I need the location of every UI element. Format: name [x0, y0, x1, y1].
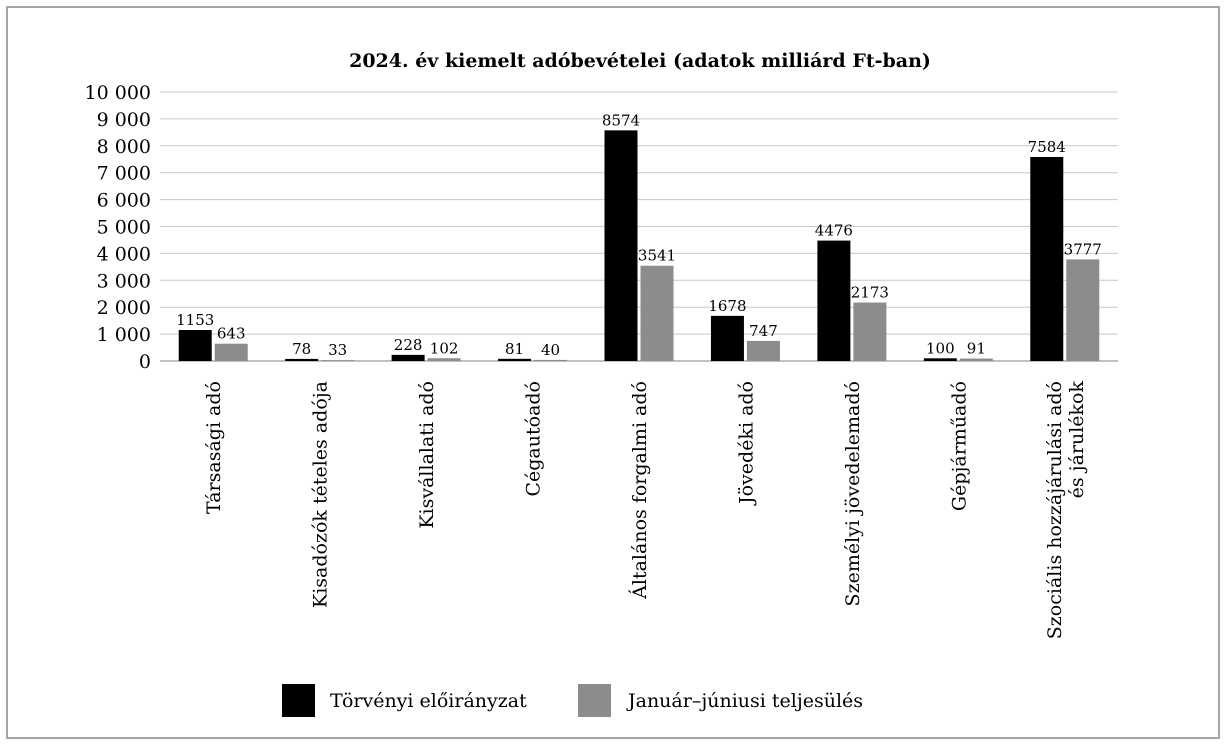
x-tick-label-line: Gépjárműadó [948, 381, 970, 511]
data-label: 78 [292, 340, 311, 358]
data-label: 91 [967, 340, 986, 358]
bar-teljesules [534, 359, 568, 361]
bar-torvenyi [1030, 156, 1064, 361]
bar-teljesules [321, 360, 355, 361]
bar-torvenyi [178, 329, 212, 361]
x-tick-label: Cégautóadó [523, 381, 545, 497]
data-label: 40 [541, 341, 560, 359]
bar-torvenyi [817, 240, 851, 361]
bar-torvenyi [391, 354, 425, 361]
x-tick-label: Kisvállalati adó [416, 381, 438, 529]
data-label: 102 [430, 339, 459, 357]
x-tick-label-line: Kisadózók tételes adója [310, 381, 332, 608]
bar-teljesules [853, 302, 887, 361]
data-label: 643 [217, 325, 246, 343]
x-tick-label: Általános forgalmi adó [628, 381, 651, 600]
x-tick-label: Személyi jövedelemadó [842, 381, 864, 606]
legend-label: Törvényi előirányzat [330, 690, 527, 712]
data-label: 228 [394, 336, 423, 354]
y-tick-label: 8 000 [97, 136, 151, 158]
data-label: 1678 [708, 297, 746, 315]
y-tick-label: 5 000 [97, 217, 151, 239]
data-label: 747 [749, 322, 778, 340]
data-label: 7584 [1028, 138, 1066, 156]
data-label: 1153 [176, 311, 214, 329]
legend-swatch [282, 684, 315, 717]
y-tick-label: 7 000 [97, 163, 151, 185]
x-tick-label-line: Általános forgalmi adó [628, 381, 651, 600]
bar-torvenyi [604, 130, 638, 361]
bar-teljesules [1066, 259, 1100, 361]
bar-teljesules [427, 358, 461, 361]
y-tick-label: 9 000 [97, 109, 151, 131]
y-tick-label: 1 000 [97, 324, 151, 346]
legend: Törvényi előirányzat Január–júniusi telje… [282, 684, 863, 717]
y-tick-label: 4 000 [97, 243, 151, 265]
x-tick-label: Szociális hozzájárulási adó és járulékok [1044, 381, 1088, 640]
chart-title: 2024. év kiemelt adóbevételei (adatok mi… [349, 50, 931, 72]
data-label: 8574 [602, 111, 640, 129]
x-tick-label-line: Jövedéki adó [735, 381, 757, 506]
y-tick-label: 2 000 [97, 297, 151, 319]
y-axis: 0 1 000 2 000 3 000 4 000 5 000 6 000 7 000 8 00… [85, 82, 151, 373]
gridlines [160, 91, 1118, 362]
legend-label: Január–júniusi teljesülés [626, 690, 863, 712]
x-tick-label-line: Kisvállalati adó [416, 381, 438, 529]
x-tick-label: Jövedéki adó [735, 381, 757, 506]
data-label: 33 [328, 341, 347, 359]
x-tick-label: Társasági adó [203, 381, 225, 514]
bar-torvenyi [710, 315, 744, 361]
x-tick-label: Gépjárműadó [948, 381, 970, 511]
x-tick-label-line: Személyi jövedelemadó [842, 381, 864, 606]
data-label: 3541 [638, 247, 676, 265]
bar-torvenyi [923, 358, 957, 361]
bar-teljesules [640, 265, 674, 361]
y-tick-label: 0 [139, 351, 151, 373]
x-tick-label: Kisadózók tételes adója [310, 381, 332, 608]
data-label: 4476 [815, 222, 853, 240]
x-tick-label-line: Társasági adó [203, 381, 225, 514]
x-axis: Társasági adó Kisadózók tételes adója Kisv… [203, 381, 1088, 640]
x-tick-label-line: Cégautóadó [523, 381, 545, 497]
bar-teljesules [959, 358, 993, 361]
x-tick-label-line: Szociális hozzájárulási adó [1044, 381, 1066, 639]
data-label: 2173 [851, 284, 889, 302]
data-label: 100 [926, 339, 955, 357]
y-tick-label: 10 000 [85, 82, 151, 104]
bar-teljesules [746, 340, 780, 361]
bar-torvenyi [285, 358, 319, 361]
legend-swatch [578, 684, 611, 717]
bar-teljesules [214, 343, 248, 361]
x-tick-label-line: és járulékok [1066, 381, 1088, 499]
data-label: 81 [505, 340, 524, 358]
y-tick-label: 3 000 [97, 270, 151, 292]
chart-frame [6, 6, 1220, 739]
bar-torvenyi [498, 358, 532, 361]
y-tick-label: 6 000 [97, 190, 151, 212]
data-label: 3777 [1064, 240, 1102, 258]
